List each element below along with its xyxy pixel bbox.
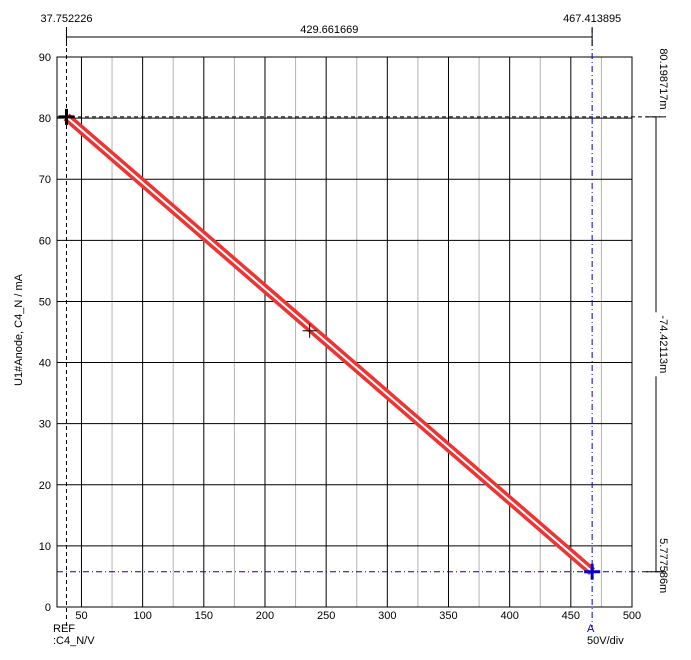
a-x-readout: 467.413895 [563, 13, 621, 25]
a-cursor-label: A [587, 623, 595, 635]
x-tick-label: 450 [562, 610, 580, 622]
cursor-lines [57, 27, 660, 627]
y-axis-label: U1#Anode, C4_N / mA [13, 273, 25, 386]
y-tick-label: 20 [39, 480, 51, 492]
ref-marker [58, 108, 75, 125]
y-tick-label: 80 [39, 113, 51, 125]
x-axis-ticks: 50 100 150 200 250 300 350 400 450 500 [75, 610, 641, 622]
major-grid [57, 56, 633, 608]
y-tick-label: 60 [39, 235, 51, 247]
a-marker [584, 563, 601, 580]
scale-label: 50V/div [587, 635, 624, 647]
dy-readout-backdrop [649, 312, 663, 377]
y-measurement-bar: 80.198717m 5.777586m -74.42113m [646, 48, 669, 593]
y-tick-label: 50 [39, 296, 51, 308]
y-tick-label: 70 [39, 174, 51, 186]
y-tick-label: 90 [39, 52, 51, 64]
x-tick-label: 50 [75, 610, 87, 622]
y-tick-label: 0 [45, 602, 51, 614]
x-tick-label: 100 [133, 610, 151, 622]
a-y-readout: 5.777586m [657, 538, 669, 593]
x-tick-label: 350 [439, 610, 457, 622]
x-tick-label: 250 [317, 610, 335, 622]
x-tick-label: 500 [623, 610, 641, 622]
y-axis-ticks: 0 10 20 30 40 50 60 70 80 90 [39, 52, 51, 614]
ref-signal-label: :C4_N/V [53, 635, 95, 647]
x-tick-label: 300 [378, 610, 396, 622]
x-measurement-bar: 37.752226 467.413895 429.661669 [40, 13, 621, 46]
series-layer [63, 113, 596, 576]
x-tick-label: 150 [195, 610, 213, 622]
dy-readout: -74.42113m [657, 315, 669, 373]
ref-y-readout: 80.198717m [657, 48, 669, 109]
y-tick-label: 30 [39, 419, 51, 431]
dx-readout: 429.661669 [300, 24, 358, 36]
plot-frame [56, 56, 633, 608]
ref-x-readout: 37.752226 [40, 13, 92, 25]
x-tick-label: 400 [500, 610, 518, 622]
ref-cursor-label: REF [53, 623, 75, 635]
y-tick-label: 10 [39, 541, 51, 553]
minor-grid [111, 57, 602, 607]
x-tick-label: 200 [256, 610, 274, 622]
cursor-markers [58, 108, 601, 580]
midpoint-marker [302, 323, 317, 338]
y-tick-label: 40 [39, 358, 51, 370]
series-line-highlight [65, 116, 593, 573]
